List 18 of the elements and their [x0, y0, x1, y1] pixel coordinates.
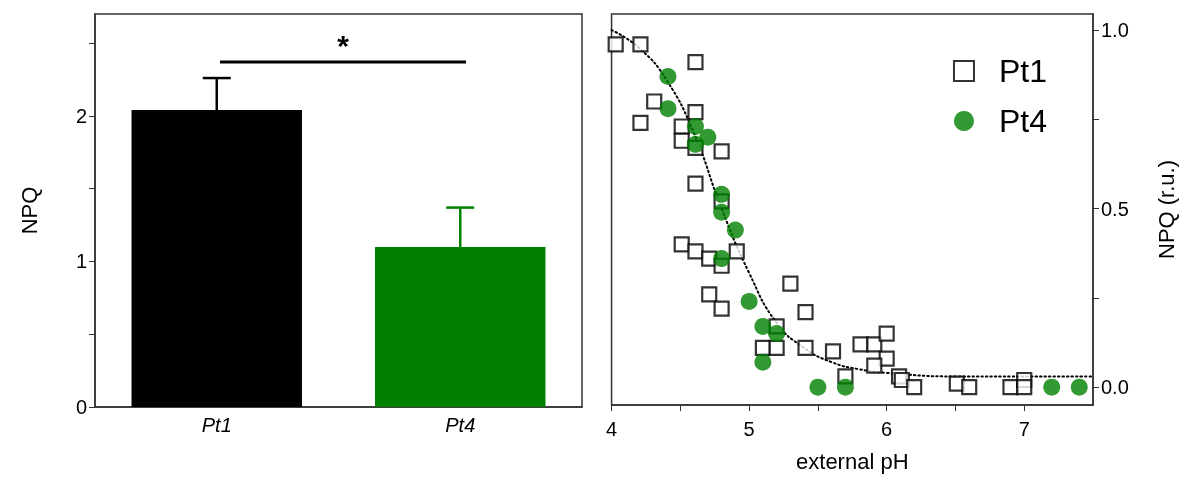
y2-axis-title: NPQ (r.u.) — [1153, 159, 1179, 260]
y2-tick-label: 1.0 — [1101, 19, 1129, 42]
y2-tick-label: 0.5 — [1101, 197, 1129, 220]
legend-label: Pt4 — [998, 103, 1047, 139]
x-tick-label: Pt4 — [445, 414, 476, 436]
x-tick-label: 4 — [606, 418, 618, 440]
x-axis-title: external pH — [796, 448, 909, 474]
x-tick-label: 7 — [1018, 418, 1030, 440]
y2-tick-label: 0.0 — [1101, 376, 1129, 399]
y-tick-label: 2 — [75, 104, 87, 127]
y-tick-label: 0 — [75, 396, 87, 418]
legend-label: Pt1 — [998, 53, 1047, 89]
y-axis-title: NPQ — [16, 186, 42, 235]
x-tick-label: 6 — [881, 418, 893, 440]
x-tick-label: Pt1 — [201, 414, 232, 436]
y-tick-label: 1 — [75, 250, 87, 273]
annotation: * — [337, 28, 350, 62]
x-tick-label: 5 — [743, 418, 755, 440]
